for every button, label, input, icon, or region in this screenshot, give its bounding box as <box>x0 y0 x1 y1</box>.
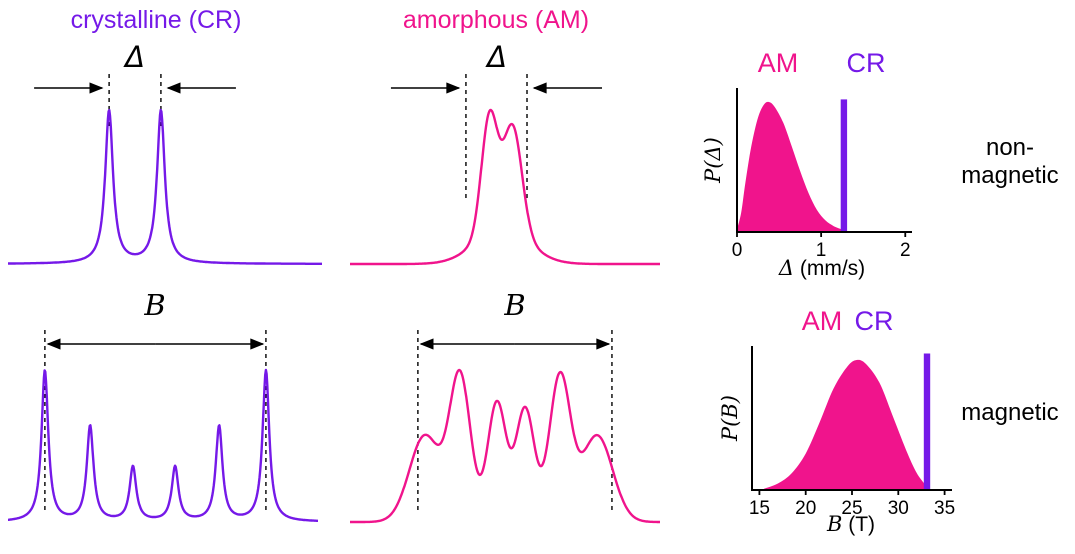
b-symbol-cr: B <box>144 288 166 322</box>
crystalline-title: crystalline (CR) <box>70 6 242 34</box>
delta-symbol-cr: Δ <box>125 40 145 74</box>
delta-xaxis-unit: (mm/s) <box>799 257 866 280</box>
crystalline-doublet-spectrum <box>7 74 323 265</box>
p-delta-plot: 0 1 2 <box>732 88 912 261</box>
b-symbol-am: B <box>504 288 526 322</box>
p-b-plot: 15 20 25 30 35 <box>749 346 955 519</box>
legend-cr: CR <box>854 306 894 336</box>
b-xaxis-symbol: B <box>826 512 843 536</box>
non-magnetic-label: non-magnetic <box>961 134 1059 189</box>
delta-symbol-am: Δ <box>487 40 507 74</box>
amorphous-sextet-spectrum <box>349 330 661 524</box>
amorphous-title: amorphous (AM) <box>402 6 590 34</box>
crystalline-sextet-spectrum <box>7 330 319 522</box>
svg-text:30: 30 <box>888 498 909 519</box>
svg-text:20: 20 <box>795 498 816 519</box>
svg-text:1: 1 <box>816 240 827 261</box>
svg-text:0: 0 <box>732 240 743 261</box>
amorphous-doublet-spectrum <box>349 74 661 266</box>
b-xaxis-unit: (T) <box>848 513 876 536</box>
panel-amorphous-sextet: B <box>340 286 672 554</box>
magnetic-label: magnetic <box>961 399 1059 426</box>
svg-text:25: 25 <box>841 498 862 519</box>
legend-am: AM <box>757 48 799 78</box>
legend-cr: CR <box>846 48 886 78</box>
panel-p-b-distribution: AM CR P(B) 15 20 25 30 35 B (T) <box>700 300 990 554</box>
delta-xaxis-symbol: Δ <box>778 256 794 280</box>
panel-crystalline-doublet: crystalline (CR) Δ <box>0 0 332 278</box>
svg-text:2: 2 <box>900 240 911 261</box>
svg-text:35: 35 <box>934 498 955 519</box>
svg-text:15: 15 <box>749 498 770 519</box>
legend-am: AM <box>801 306 843 336</box>
panel-crystalline-sextet: B <box>0 286 332 554</box>
b-xaxis-label: B (T) <box>771 512 931 537</box>
panel-amorphous-doublet: amorphous (AM) Δ <box>340 0 672 278</box>
delta-xaxis-label: Δ (mm/s) <box>742 256 902 281</box>
